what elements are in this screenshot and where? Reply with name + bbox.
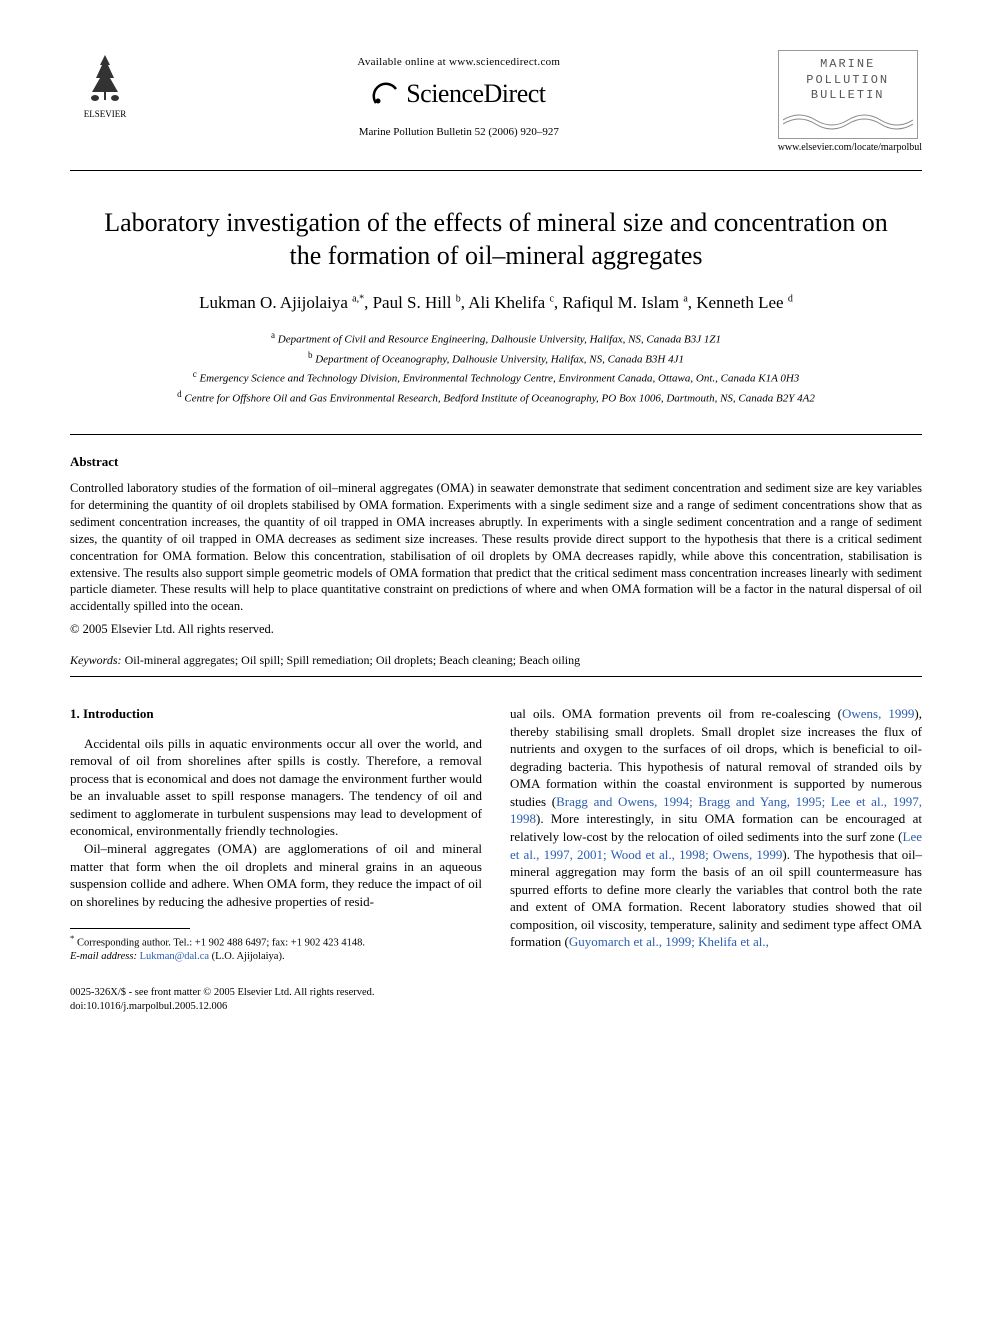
- right-column: ual oils. OMA formation prevents oil fro…: [510, 705, 922, 964]
- footer-issn: 0025-326X/$ - see front matter © 2005 El…: [70, 987, 375, 998]
- text-run: ual oils. OMA formation prevents oil fro…: [510, 706, 842, 721]
- footnote-corr: Corresponding author. Tel.: +1 902 488 6…: [77, 938, 365, 949]
- journal-title: MARINE POLLUTION BULLETIN: [783, 57, 913, 104]
- author: Paul S. Hill b: [373, 293, 461, 312]
- author: Kenneth Lee d: [696, 293, 793, 312]
- journal-cover-box: MARINE POLLUTION BULLETIN: [778, 50, 918, 139]
- journal-title-line3: BULLETIN: [811, 88, 885, 102]
- sciencedirect-arc-icon: [372, 79, 400, 107]
- paper-title: Laboratory investigation of the effects …: [90, 207, 902, 272]
- journal-url[interactable]: www.elsevier.com/locate/marpolbul: [778, 141, 922, 155]
- left-column: 1. Introduction Accidental oils pills in…: [70, 705, 482, 964]
- publisher-logo: ELSEVIER: [70, 50, 140, 120]
- publisher-name: ELSEVIER: [70, 108, 140, 120]
- paragraph: Oil–mineral aggregates (OMA) are agglome…: [70, 840, 482, 910]
- section-number: 1.: [70, 706, 80, 721]
- keywords-list: Oil-mineral aggregates; Oil spill; Spill…: [125, 653, 581, 667]
- abstract-bottom-rule: [70, 676, 922, 677]
- affiliation-d: Centre for Offshore Oil and Gas Environm…: [184, 393, 814, 405]
- abstract-body: Controlled laboratory studies of the for…: [70, 480, 922, 615]
- sciencedirect-logo: ScienceDirect: [140, 76, 778, 111]
- abstract-text: Controlled laboratory studies of the for…: [70, 481, 922, 613]
- abstract-copyright: © 2005 Elsevier Ltd. All rights reserved…: [70, 621, 922, 638]
- elsevier-tree-icon: [80, 50, 130, 105]
- footnote-email-suffix: (L.O. Ajijolaiya).: [212, 951, 285, 962]
- page-footer: 0025-326X/$ - see front matter © 2005 El…: [70, 986, 922, 1013]
- footnote-email-link[interactable]: Lukman@dal.ca: [140, 951, 209, 962]
- journal-title-line1: MARINE: [820, 57, 875, 71]
- center-header: Available online at www.sciencedirect.co…: [140, 50, 778, 140]
- author: Rafiqul M. Islam a: [562, 293, 687, 312]
- author: Ali Khelifa c: [468, 293, 554, 312]
- paragraph: Accidental oils pills in aquatic environ…: [70, 735, 482, 840]
- journal-title-line2: POLLUTION: [806, 73, 889, 87]
- affiliations: a Department of Civil and Resource Engin…: [70, 329, 922, 407]
- citation-line: Marine Pollution Bulletin 52 (2006) 920–…: [140, 125, 778, 140]
- section-title: Introduction: [83, 706, 154, 721]
- footnote-email-label: E-mail address:: [70, 951, 137, 962]
- body-columns: 1. Introduction Accidental oils pills in…: [70, 705, 922, 964]
- sciencedirect-text: ScienceDirect: [406, 76, 545, 111]
- footer-left: 0025-326X/$ - see front matter © 2005 El…: [70, 986, 375, 1013]
- abstract-heading: Abstract: [70, 453, 922, 471]
- affiliation-a: Department of Civil and Resource Enginee…: [278, 334, 721, 346]
- corresponding-author-footnote: * Corresponding author. Tel.: +1 902 488…: [70, 933, 482, 964]
- text-run: ). More interestingly, in situ OMA forma…: [510, 811, 922, 844]
- keywords-label: Keywords:: [70, 653, 122, 667]
- footnote-separator: [70, 928, 190, 929]
- author: Lukman O. Ajijolaiya a,*: [199, 293, 364, 312]
- page-header: ELSEVIER Available online at www.science…: [70, 50, 922, 162]
- author-list: Lukman O. Ajijolaiya a,*, Paul S. Hill b…: [70, 292, 922, 315]
- section-heading: 1. Introduction: [70, 705, 482, 723]
- affiliation-b: Department of Oceanography, Dalhousie Un…: [315, 353, 684, 365]
- paragraph: ual oils. OMA formation prevents oil fro…: [510, 705, 922, 951]
- citation-link[interactable]: Owens, 1999: [842, 706, 914, 721]
- keywords-line: Keywords: Oil-mineral aggregates; Oil sp…: [70, 652, 922, 668]
- journal-box-wrapper: MARINE POLLUTION BULLETIN www.elsevier.c…: [778, 50, 922, 162]
- affiliation-c: Emergency Science and Technology Divisio…: [199, 373, 799, 385]
- citation-link[interactable]: Guyomarch et al., 1999; Khelifa et al.,: [569, 934, 769, 949]
- available-online-text: Available online at www.sciencedirect.co…: [140, 55, 778, 70]
- footer-doi: doi:10.1016/j.marpolbul.2005.12.006: [70, 1001, 227, 1012]
- journal-wave-icon: [783, 110, 913, 130]
- header-rule: [70, 170, 922, 171]
